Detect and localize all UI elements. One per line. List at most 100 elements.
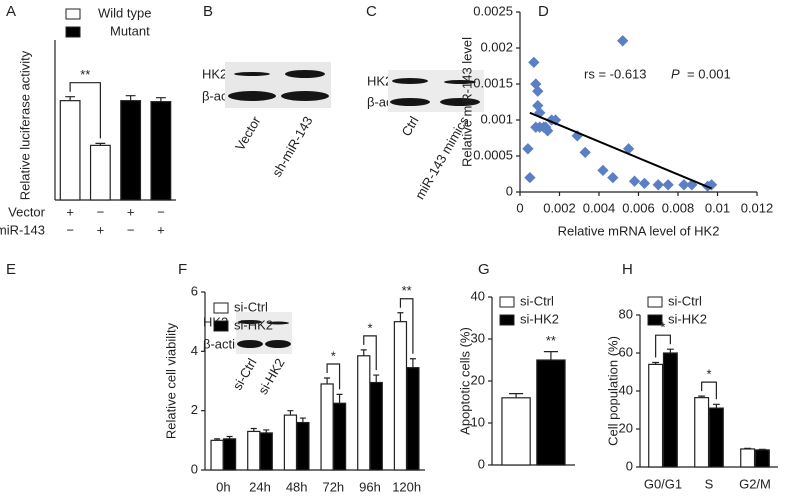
- bar: [406, 367, 420, 471]
- condition-label: Vector: [8, 204, 46, 219]
- condition-mark: +: [97, 222, 105, 237]
- legend-label: si-HK2: [234, 317, 273, 332]
- point: [628, 175, 641, 187]
- y-axis-label: Apoptotic cells (%): [457, 327, 472, 435]
- blot-band: [267, 321, 289, 325]
- bar: [369, 381, 383, 471]
- significance-bracket: [399, 298, 414, 354]
- y-tick-label: 0: [626, 458, 633, 473]
- error-bar: [299, 417, 306, 423]
- x-tick-label: 96h: [359, 479, 381, 494]
- bar: [536, 359, 566, 466]
- error-bar: [250, 427, 257, 432]
- blot-row-label: HK2: [202, 66, 227, 81]
- x-tick-label: 0.008: [662, 200, 695, 215]
- point: [522, 143, 534, 155]
- annotation: P: [671, 66, 680, 81]
- error-bar: [360, 349, 367, 356]
- legend-swatch: [213, 302, 229, 314]
- y-tick-label: 10: [471, 414, 485, 429]
- panel-label: E: [6, 261, 16, 278]
- significance-bracket: [69, 82, 101, 139]
- error-bar: [543, 351, 558, 360]
- bar: [283, 414, 298, 471]
- error-bar: [712, 403, 720, 409]
- bar: [210, 439, 224, 471]
- blot-row-label: HK2: [367, 73, 392, 88]
- error-bar: [226, 435, 233, 439]
- y-tick-label: 0.0015: [473, 75, 513, 90]
- error-bar: [666, 348, 674, 353]
- significance-bracket: [655, 334, 671, 358]
- blot-image: [225, 62, 331, 108]
- bar: [296, 421, 310, 471]
- blot-band: [265, 340, 291, 348]
- panel-label: D: [538, 3, 549, 20]
- legend-swatch: [65, 26, 81, 38]
- bar: [648, 363, 664, 468]
- point: [579, 146, 591, 159]
- significance: *: [367, 320, 372, 335]
- condition-label: miR-143: [0, 222, 45, 237]
- significance-bracket: [326, 363, 341, 390]
- panel-label: A: [6, 3, 16, 20]
- annotation: rs = -0.613: [584, 66, 647, 81]
- y-tick-label: 60: [619, 344, 633, 359]
- error-bar: [336, 393, 343, 404]
- condition-mark: −: [157, 204, 165, 219]
- significance-bracket: [701, 381, 717, 400]
- legend-swatch: [65, 8, 81, 20]
- y-tick-label: 0.001: [480, 111, 513, 126]
- error-bar: [65, 96, 76, 101]
- legend-label: si-HK2: [520, 311, 559, 326]
- error-bar: [324, 377, 331, 384]
- error-bar: [744, 447, 752, 449]
- significance: **: [546, 333, 556, 348]
- legend-label: si-Ctrl: [668, 293, 702, 308]
- bar: [357, 355, 371, 471]
- significance: *: [331, 348, 336, 363]
- x-tick-label: 0.01: [705, 200, 730, 215]
- blot-band: [440, 98, 480, 106]
- error-bar: [214, 438, 221, 441]
- blot-band: [444, 80, 476, 84]
- legend-swatch: [647, 314, 663, 326]
- y-tick-label: 6: [191, 283, 198, 298]
- bar: [150, 101, 172, 201]
- error-bar: [125, 95, 136, 101]
- condition-mark: +: [127, 204, 135, 219]
- x-tick-label: 0.004: [583, 200, 616, 215]
- blot-band: [237, 340, 263, 348]
- legend-swatch: [499, 296, 515, 308]
- legend-label: Mutant: [110, 23, 150, 38]
- blot-band: [234, 72, 270, 76]
- point: [607, 171, 619, 184]
- blot-band: [228, 91, 276, 101]
- bar: [120, 100, 142, 201]
- bar: [662, 352, 678, 468]
- x-tick-label: G0/G1: [644, 476, 682, 491]
- bar: [393, 321, 408, 471]
- x-tick-label: 0.002: [543, 200, 576, 215]
- condition-mark: +: [157, 222, 165, 237]
- bar: [320, 383, 334, 471]
- x-tick-label: 0h: [216, 479, 230, 494]
- condition-mark: −: [127, 222, 135, 237]
- legend-swatch: [213, 320, 229, 332]
- y-tick-label: 30: [471, 330, 485, 345]
- legend-swatch: [499, 314, 515, 326]
- point: [678, 179, 690, 191]
- bar: [332, 402, 347, 471]
- y-tick-label: 0: [191, 461, 198, 476]
- x-tick-label: 24h: [249, 479, 271, 494]
- error-bar: [409, 358, 416, 368]
- point: [638, 177, 651, 190]
- bar: [222, 438, 237, 471]
- legend-label: Wild type: [98, 5, 151, 20]
- y-tick-label: 4: [191, 343, 198, 358]
- error-bar: [263, 429, 270, 433]
- error-bar: [758, 448, 766, 450]
- lane-label: Vector: [232, 113, 264, 153]
- bar: [740, 448, 756, 468]
- panel-label: F: [178, 261, 187, 278]
